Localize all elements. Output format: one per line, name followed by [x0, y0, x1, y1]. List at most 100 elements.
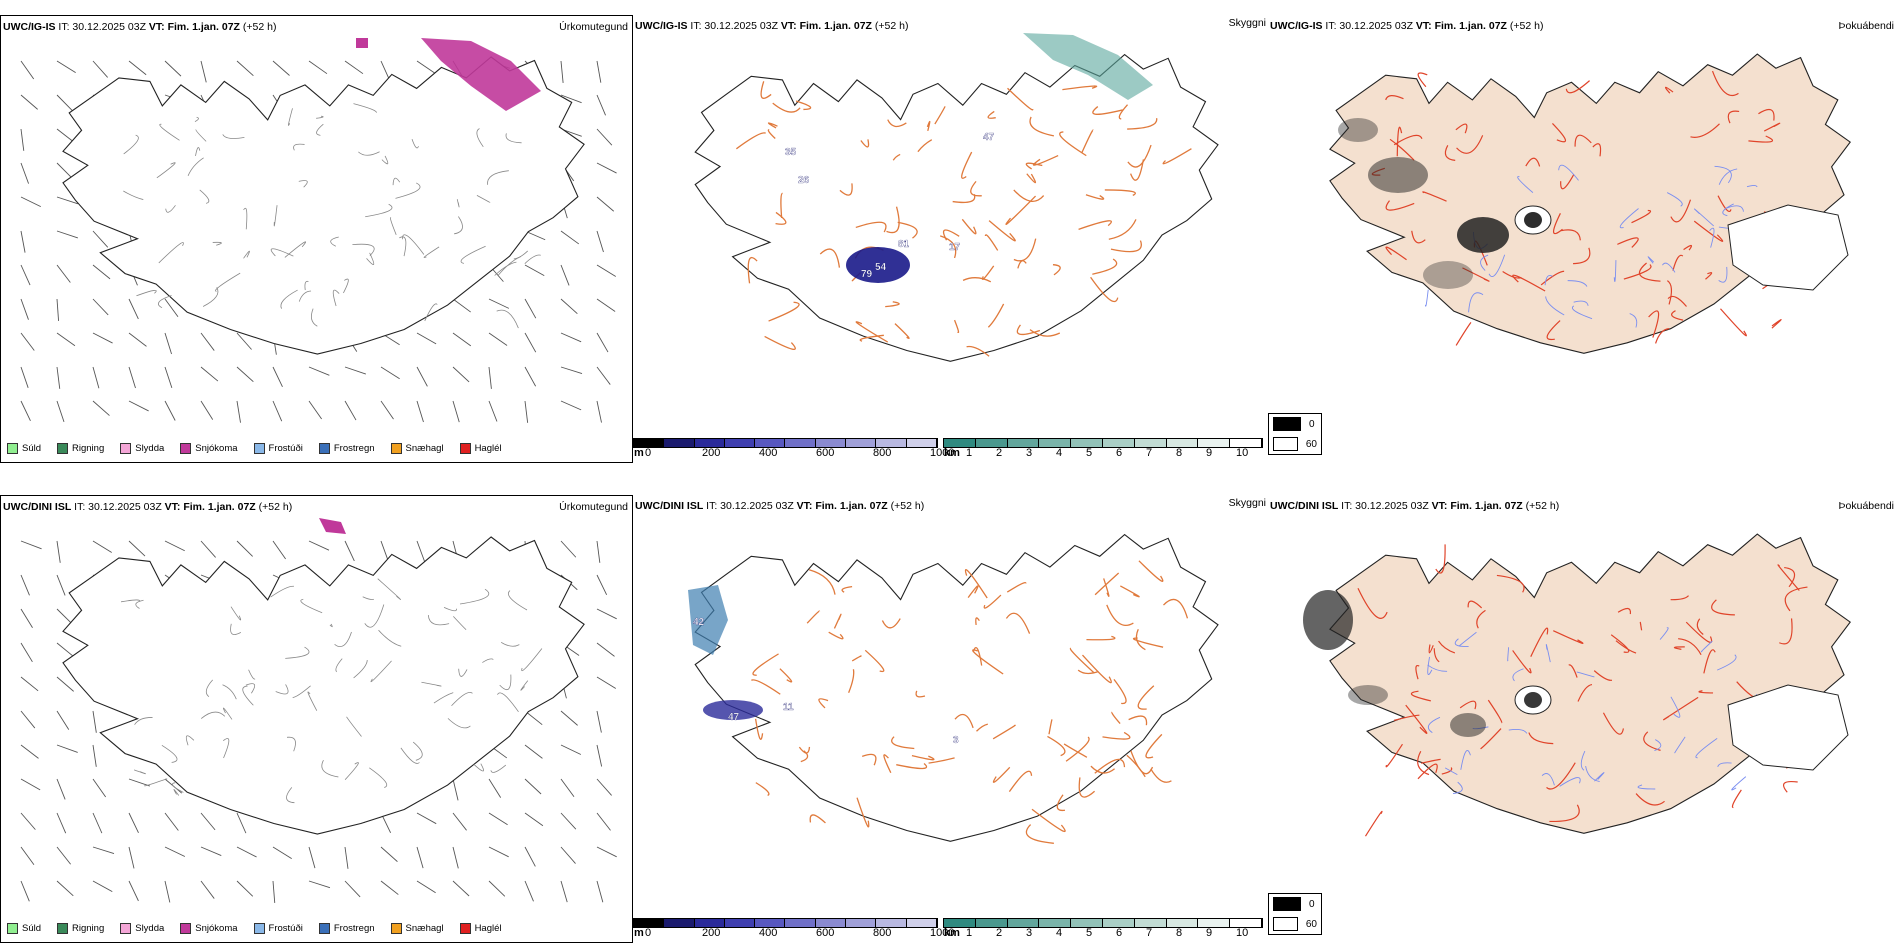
colorbar-tick-label: 7 — [1146, 447, 1153, 459]
visibility-colorbar-swatches — [943, 918, 1263, 928]
colorbar-tick-label: 1 — [966, 927, 973, 939]
colorbar-swatch — [1039, 439, 1072, 447]
road-line — [747, 256, 758, 284]
wind-barb — [128, 812, 139, 834]
wind-barb — [92, 264, 111, 280]
wind-barb — [524, 710, 543, 726]
legend-swatch — [57, 923, 69, 934]
road-line — [966, 345, 990, 357]
road-line — [353, 103, 377, 113]
legend-item: Haglél — [459, 923, 502, 934]
road-line — [222, 684, 237, 700]
value-label: 3 — [953, 735, 959, 746]
road-line — [1410, 690, 1431, 702]
road-line — [1129, 159, 1145, 181]
road-line — [1026, 173, 1037, 184]
ceiling-colorbar-swatches — [633, 438, 938, 448]
colorbar-swatch — [846, 919, 877, 927]
colorbar-tick-label: 400 — [759, 927, 778, 939]
road-line — [1025, 162, 1043, 170]
road-line — [819, 248, 841, 268]
road-line — [421, 681, 442, 687]
river-line — [1619, 208, 1639, 229]
wind-barb — [236, 332, 252, 350]
wind-barb — [524, 812, 544, 827]
wind-barb — [596, 540, 601, 563]
wind-barb — [452, 778, 459, 801]
road-line — [460, 245, 486, 264]
wind-barb — [236, 60, 254, 77]
river-line — [1726, 205, 1744, 212]
value-label: 17 — [949, 242, 961, 253]
wind-barb — [128, 540, 146, 557]
road-line — [1638, 262, 1661, 282]
wind-barb — [596, 400, 602, 423]
road-line — [1512, 274, 1546, 292]
road-line — [1673, 646, 1685, 650]
road-line — [1771, 319, 1782, 329]
legend-swatch — [459, 923, 471, 934]
precip-type-panel-2: UWC/DINI ISL IT: 30.12.2025 03Z VT: Fim.… — [0, 495, 633, 943]
road-line — [752, 653, 779, 676]
river-line — [1654, 739, 1662, 752]
fog-legend: 0 60 — [1268, 413, 1322, 455]
panel-title: Skyggni — [1228, 497, 1266, 509]
road-line — [1758, 108, 1775, 121]
road-line — [273, 205, 278, 227]
road-line — [1670, 595, 1690, 601]
road-line — [1763, 122, 1781, 132]
road-line — [275, 684, 289, 695]
road-line — [1113, 678, 1127, 705]
road-line — [1678, 638, 1702, 656]
wind-barb — [236, 366, 254, 383]
wind-barb — [596, 94, 606, 116]
wind-barb — [20, 778, 41, 791]
road-line — [223, 707, 233, 720]
fog-area — [1423, 261, 1473, 289]
road-line — [818, 698, 829, 709]
wind-barb — [20, 94, 38, 110]
legend-swatch — [7, 923, 18, 934]
road-line — [841, 586, 853, 593]
colorbar-tick-label: 600 — [816, 927, 835, 939]
snow-area — [421, 38, 541, 111]
wind-barb — [236, 880, 254, 897]
colorbar-tick-label: 6 — [1116, 927, 1123, 939]
legend-swatch — [253, 443, 265, 454]
legend-swatch — [253, 923, 265, 934]
road-line — [443, 607, 457, 612]
river-line — [1709, 227, 1715, 248]
colorbar-tick-label: 6 — [1116, 447, 1123, 459]
road-line — [1643, 731, 1661, 751]
road-line — [1672, 254, 1684, 271]
wind-barb — [164, 60, 182, 77]
wind-barb — [200, 332, 215, 351]
road-line — [1528, 732, 1554, 745]
low-ceiling-area — [846, 247, 910, 283]
road-line — [120, 599, 140, 603]
wind-barb — [56, 608, 73, 625]
legend-swatch — [318, 923, 330, 934]
river-line — [1718, 266, 1728, 283]
road-line — [1671, 310, 1684, 321]
colorbar-swatch — [694, 439, 725, 447]
wind-barb — [92, 812, 103, 834]
ceiling-colorbar: m 0 200 400 600 800 1000 — [633, 438, 954, 462]
colorbar-swatch — [1007, 919, 1040, 927]
wind-barb — [56, 162, 73, 179]
road-line — [195, 129, 207, 142]
colorbar-tick-label: 200 — [702, 447, 721, 459]
colorbar-tick-label: 400 — [759, 447, 778, 459]
road-line — [377, 578, 401, 600]
road-line — [864, 649, 885, 673]
road-line — [330, 236, 339, 247]
legend-swatch — [180, 923, 192, 934]
river-line — [1716, 654, 1737, 671]
road-line — [1635, 793, 1665, 806]
road-line — [1631, 209, 1652, 224]
road-line — [1711, 70, 1739, 97]
river-line — [1629, 313, 1638, 328]
road-line — [1385, 200, 1415, 211]
ceiling-unit: m — [634, 447, 644, 459]
road-line — [767, 129, 776, 139]
